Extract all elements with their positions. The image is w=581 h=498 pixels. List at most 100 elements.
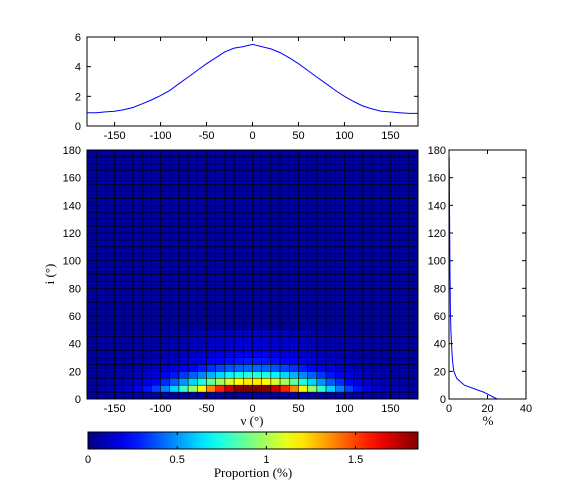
heatmap-cell — [160, 384, 170, 393]
heatmap-cell — [289, 357, 299, 365]
heatmap-cell — [353, 218, 364, 227]
heatmap-cell — [298, 225, 308, 234]
heatmap-cell — [307, 253, 318, 261]
heatmap-cell — [252, 322, 262, 331]
heatmap-cell — [151, 295, 161, 303]
heatmap-cell — [123, 274, 134, 282]
heatmap-cell — [316, 301, 327, 310]
heatmap-cell — [325, 184, 336, 192]
heatmap-cell — [362, 315, 373, 324]
heatmap-cell — [187, 343, 198, 351]
heatmap-cell — [160, 281, 170, 289]
heatmap-cell — [371, 260, 382, 268]
heatmap-cell — [114, 253, 125, 261]
heatmap-cell — [132, 350, 143, 358]
heatmap-cell — [362, 246, 373, 255]
heatmap-cell — [197, 218, 207, 227]
heatmap-cell — [243, 156, 253, 165]
heatmap-cell — [123, 350, 134, 358]
heatmap-cell — [325, 357, 336, 365]
heatmap-cell — [316, 232, 327, 241]
heatmap-cell — [353, 378, 364, 386]
heatmap-cell — [261, 267, 272, 275]
heatmap-cell — [243, 350, 253, 358]
heatmap-cell — [399, 308, 410, 317]
heatmap-cell — [279, 218, 290, 227]
heatmap-cell — [270, 149, 281, 158]
heatmap-cell — [261, 357, 272, 365]
heatmap-cell — [335, 170, 345, 178]
heatmap-cell — [86, 239, 97, 248]
heatmap-cell — [123, 156, 134, 165]
heatmap-cell — [380, 350, 391, 358]
heatmap-cell — [270, 350, 281, 358]
heatmap-cell — [335, 267, 345, 275]
heatmap-cell — [233, 281, 244, 289]
top-ytick-label: 4 — [75, 62, 81, 74]
heatmap-cell — [335, 149, 345, 158]
heatmap-cell — [243, 225, 253, 234]
right-ytick-label: 80 — [434, 283, 446, 295]
heatmap-cell — [206, 274, 216, 282]
heatmap-cell — [371, 170, 382, 178]
heatmap-cell — [408, 281, 419, 289]
heatmap-cell — [408, 170, 419, 178]
heatmap-cell — [325, 191, 336, 199]
right-xtick-label: 20 — [481, 403, 493, 415]
heatmap-cell — [178, 350, 189, 358]
heatmap-cell — [325, 177, 336, 185]
heatmap-cell — [325, 232, 336, 241]
heatmap-cell — [197, 232, 207, 241]
heatmap-cell — [279, 177, 290, 185]
heatmap-cell — [252, 191, 262, 199]
heatmap-cell — [224, 329, 235, 337]
heatmap-cell — [399, 378, 410, 386]
heatmap-cell — [298, 295, 308, 303]
top-xtick-label: 100 — [335, 130, 353, 142]
heatmap-cell — [233, 308, 244, 317]
heatmap-cell — [316, 391, 327, 400]
heatmap-cell — [362, 212, 373, 220]
heatmap-cell — [169, 274, 180, 282]
heatmap-cell — [178, 191, 189, 199]
heatmap-cell — [408, 274, 419, 282]
heatmap-cell — [215, 274, 226, 282]
heatmap-cell — [307, 274, 318, 282]
right-ytick-label: 0 — [440, 394, 446, 406]
heatmap-cell — [243, 343, 253, 351]
heatmap-cell — [187, 371, 198, 379]
heatmap-cell — [270, 232, 281, 241]
heatmap-cell — [371, 308, 382, 317]
heatmap-cell — [105, 378, 115, 386]
heatmap-cell — [151, 191, 161, 199]
heatmap-cell — [187, 336, 198, 344]
heatmap-cell — [362, 343, 373, 351]
heatmap-cell — [316, 350, 327, 358]
heatmap-cell — [371, 274, 382, 282]
heatmap-cell — [95, 170, 106, 178]
heatmap-cell — [86, 149, 97, 158]
heatmap-cell — [151, 218, 161, 227]
heatmap-cell — [206, 177, 216, 185]
heatmap-cell — [187, 350, 198, 358]
heatmap-cell — [233, 274, 244, 282]
heatmap-cell — [132, 198, 143, 206]
heatmap-cell — [289, 322, 299, 331]
heatmap-cell — [298, 163, 308, 172]
heatmap-cell — [261, 322, 272, 331]
heatmap-frame — [86, 149, 419, 400]
heatmap-cell — [408, 239, 419, 248]
heatmap-cell — [151, 364, 161, 372]
heatmap-cell — [123, 301, 134, 310]
heatmap-cell — [243, 232, 253, 241]
heatmap-cell — [95, 149, 106, 158]
heatmap-cell — [353, 205, 364, 213]
heatmap-cell — [270, 308, 281, 317]
heatmap-cell — [371, 156, 382, 165]
heatmap-cell — [197, 198, 207, 206]
heatmap-cell — [270, 391, 281, 400]
heatmap-cell — [335, 301, 345, 310]
heatmap-cell — [289, 177, 299, 185]
heatmap-cell — [160, 308, 170, 317]
heatmap-cell — [178, 364, 189, 372]
